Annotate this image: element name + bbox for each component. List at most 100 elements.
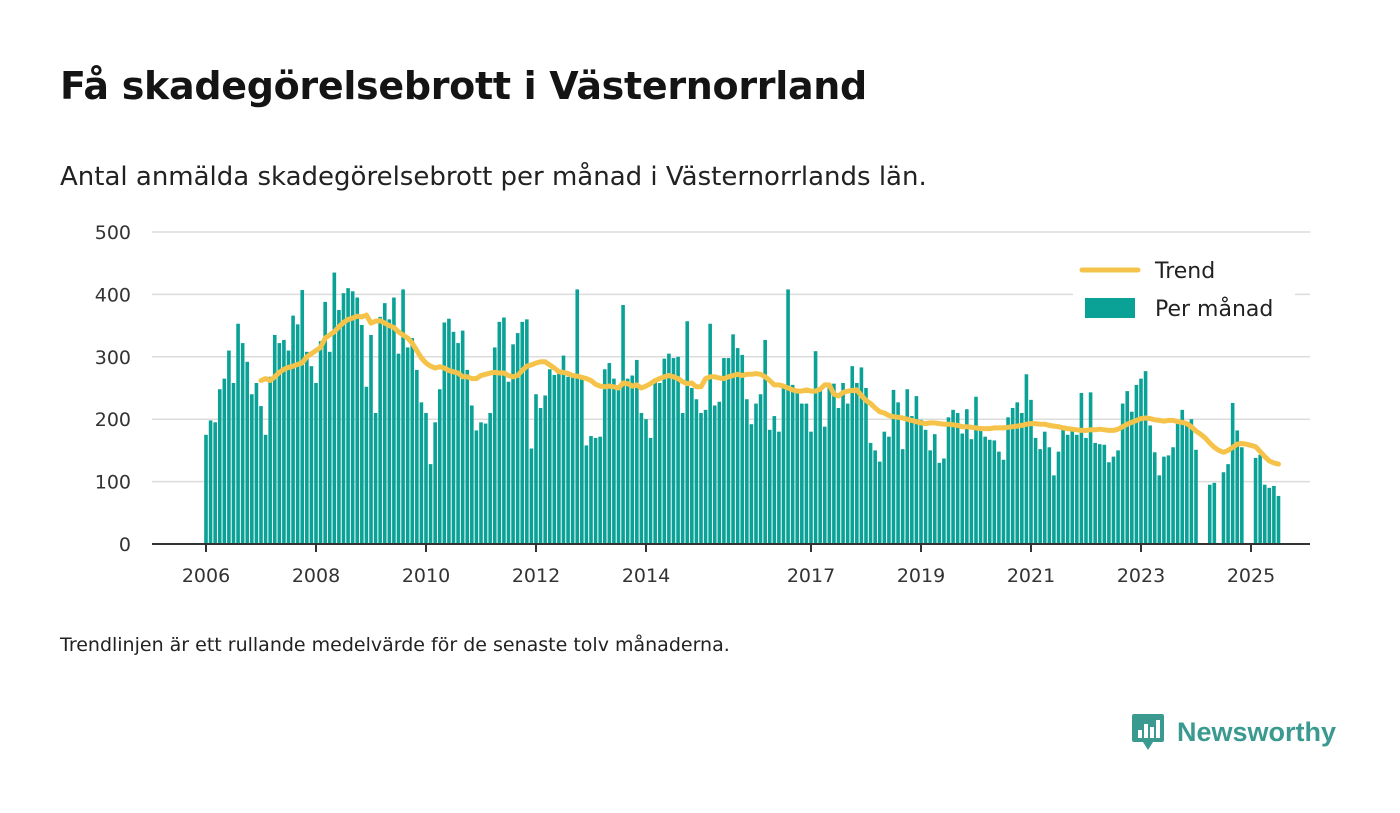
bar	[470, 405, 474, 544]
legend-trend-label: Trend	[1154, 259, 1215, 284]
bar	[245, 361, 250, 544]
bar	[685, 321, 690, 544]
bar	[208, 420, 213, 544]
bar	[699, 412, 703, 544]
bar	[868, 442, 873, 544]
bar	[593, 437, 598, 544]
bar	[662, 358, 667, 544]
bar	[694, 399, 699, 544]
bar	[974, 396, 978, 544]
y-tick-label: 200	[95, 409, 131, 431]
bar	[877, 461, 882, 544]
bar	[1180, 409, 1185, 544]
bar	[442, 322, 447, 544]
bar	[997, 451, 1001, 544]
y-tick-label: 100	[95, 472, 131, 494]
bar	[451, 331, 456, 544]
x-tick-label: 2025	[1227, 565, 1275, 587]
bar	[1207, 484, 1212, 544]
bar	[749, 424, 754, 544]
bar	[1006, 417, 1010, 544]
bar	[905, 389, 910, 544]
bar	[240, 343, 245, 544]
bar	[1084, 437, 1088, 544]
bar	[529, 448, 534, 544]
bar	[1116, 450, 1120, 544]
bar	[1024, 374, 1029, 544]
bar	[1171, 447, 1175, 544]
bar	[309, 366, 314, 544]
bar	[1148, 425, 1152, 544]
bar	[213, 422, 217, 544]
bar	[932, 434, 937, 544]
bar	[236, 323, 240, 544]
bar	[598, 436, 602, 544]
brand-name: Newsworthy	[1177, 716, 1337, 747]
bar	[992, 440, 997, 544]
bar	[1272, 485, 1276, 544]
bar	[1139, 378, 1143, 544]
chart-title: Få skadegörelsebrott i Västernorrland	[60, 64, 867, 108]
bar	[479, 422, 483, 544]
bar	[1262, 484, 1267, 544]
bar	[580, 375, 584, 544]
bar	[204, 434, 208, 544]
bar	[781, 388, 786, 544]
y-tick-label: 0	[119, 534, 131, 556]
bar	[327, 351, 332, 544]
bar	[1038, 449, 1042, 544]
bar	[712, 405, 717, 544]
x-tick-label: 2006	[182, 565, 230, 587]
bar	[282, 339, 286, 544]
bar	[511, 344, 515, 544]
x-tick-label: 2023	[1117, 565, 1165, 587]
bar	[767, 429, 772, 544]
bar	[832, 383, 836, 544]
bar	[525, 319, 529, 544]
bar	[557, 372, 561, 544]
bar	[1042, 431, 1047, 544]
bar	[703, 409, 708, 544]
bar	[1240, 447, 1244, 544]
bar	[1102, 444, 1107, 544]
bar	[1047, 447, 1052, 544]
bar	[1130, 411, 1134, 544]
bar	[722, 358, 726, 544]
x-tick-label: 2014	[622, 565, 670, 587]
bar	[552, 374, 557, 544]
bar	[845, 403, 850, 544]
trend-series	[258, 312, 1281, 467]
bar	[277, 343, 282, 544]
bar	[1157, 475, 1162, 544]
bar	[1152, 452, 1157, 544]
bar	[520, 321, 525, 544]
bar	[1189, 419, 1194, 544]
bar	[772, 416, 777, 544]
bar	[1033, 437, 1038, 544]
bar	[937, 462, 942, 544]
bar	[332, 272, 337, 544]
footnote: Trendlinjen är ett rullande medelvärde f…	[60, 634, 730, 656]
bar	[392, 297, 396, 544]
bar	[616, 389, 621, 544]
bar	[231, 383, 236, 544]
brand-logo: Newsworthy	[1131, 710, 1336, 754]
bar	[433, 422, 437, 544]
bar	[809, 431, 813, 544]
bar	[488, 412, 492, 544]
bar	[217, 389, 222, 544]
bar	[955, 412, 960, 544]
bar	[960, 433, 965, 544]
bar	[653, 381, 657, 544]
bar	[1226, 464, 1230, 544]
bar	[864, 388, 868, 544]
bar	[644, 419, 648, 544]
bar	[680, 412, 685, 544]
bar	[777, 431, 781, 544]
bar	[561, 355, 566, 544]
bar	[841, 383, 845, 544]
bar	[818, 391, 822, 544]
bar	[667, 353, 671, 544]
bar	[1015, 402, 1020, 544]
bar	[300, 290, 305, 544]
